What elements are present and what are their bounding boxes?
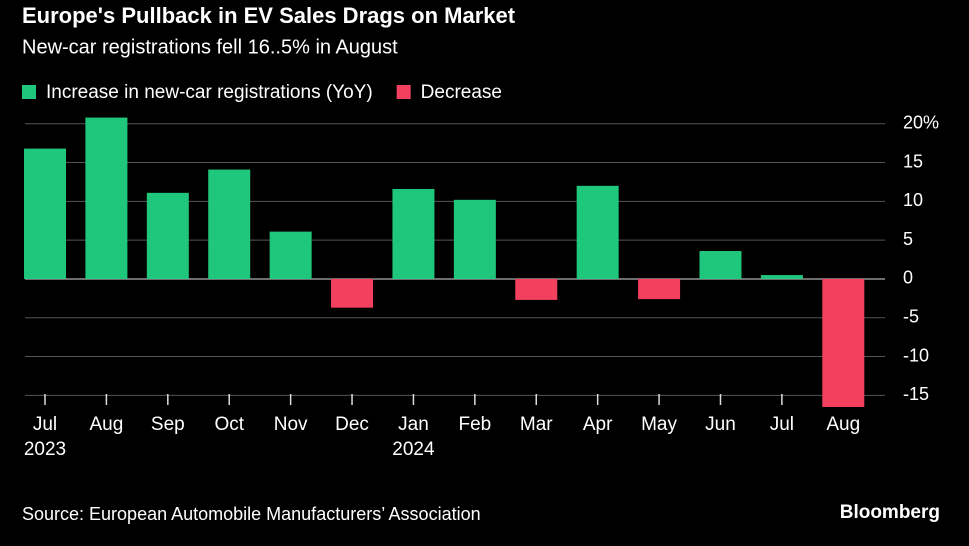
- bar: [24, 148, 67, 279]
- x-tick-label: Oct: [214, 414, 244, 435]
- bar: [576, 185, 619, 279]
- x-tick-label: Jul 2023: [24, 414, 66, 460]
- x-tick-label: Aug: [90, 414, 124, 435]
- x-tick-label: Mar: [520, 414, 553, 435]
- y-tick-label: 5: [903, 229, 913, 249]
- x-tick-label: Apr: [583, 414, 613, 435]
- chart-title: Europe's Pullback in EV Sales Drags on M…: [22, 3, 516, 28]
- x-tick-label: Jul: [770, 414, 794, 435]
- y-tick-label: -5: [903, 307, 919, 327]
- bar: [85, 117, 128, 279]
- x-tick-label: Jun: [705, 414, 736, 435]
- y-tick-label: -10: [903, 345, 929, 365]
- legend-label: Increase in new-car registrations (YoY): [46, 82, 373, 103]
- bar: [822, 278, 865, 407]
- bar: [392, 188, 435, 279]
- bar: [453, 199, 496, 279]
- x-tick-label: May: [641, 414, 677, 435]
- legend-swatch: [396, 85, 411, 99]
- bar: [760, 275, 803, 279]
- x-tick-label: Jan 2024: [392, 414, 435, 460]
- x-tick-label: Nov: [274, 414, 308, 435]
- legend-label: Decrease: [421, 82, 502, 103]
- y-tick-label: 0: [903, 268, 913, 288]
- bar: [146, 192, 189, 279]
- bar: [208, 169, 251, 279]
- bar: [331, 278, 374, 308]
- bar: [699, 251, 742, 279]
- x-tick-label: Sep: [151, 414, 185, 435]
- y-tick-label: 20%: [903, 113, 939, 133]
- y-tick-label: 10: [903, 190, 923, 210]
- chart-subtitle: New-car registrations fell 16..5% in Aug…: [22, 36, 398, 58]
- y-tick-label: 15: [903, 151, 923, 171]
- bar: [269, 231, 312, 279]
- brand: Bloomberg: [840, 502, 940, 523]
- bar: [515, 278, 558, 300]
- source: Source: European Automobile Manufacturer…: [22, 504, 481, 524]
- bar: [638, 278, 681, 300]
- y-tick-label: -15: [903, 384, 929, 404]
- x-tick-label: Aug: [826, 414, 860, 435]
- x-tick-label: Dec: [335, 414, 369, 435]
- x-tick-label: Feb: [458, 414, 491, 435]
- legend-swatch: [22, 85, 36, 99]
